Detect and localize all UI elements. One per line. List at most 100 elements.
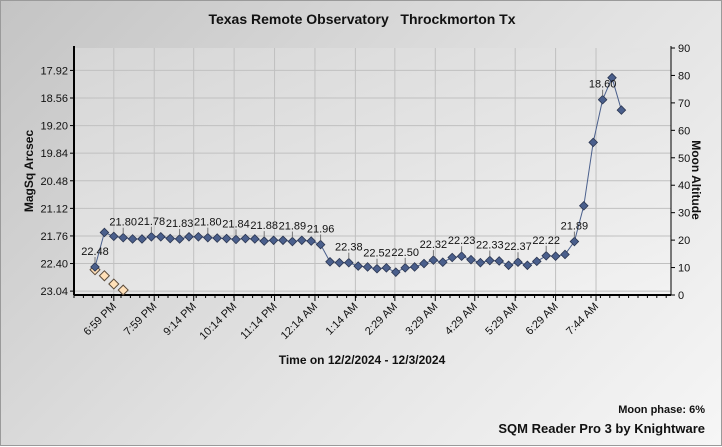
x-tick-label: 7:59 PM bbox=[122, 301, 159, 338]
sky-brightness-point bbox=[325, 256, 335, 267]
sky-brightness-point bbox=[607, 72, 617, 83]
data-label: 22.32 bbox=[420, 239, 448, 251]
sky-brightness-point bbox=[212, 233, 223, 243]
y-tick-label: 20.48 bbox=[40, 176, 68, 188]
credit-text: SQM Reader Pro 3 by Knightware bbox=[498, 421, 705, 436]
sky-brightness-point bbox=[99, 227, 110, 238]
sky-brightness-point bbox=[400, 263, 411, 273]
data-label: 22.23 bbox=[448, 235, 476, 247]
sky-brightness-point bbox=[409, 262, 420, 272]
data-label: 21.84 bbox=[222, 218, 250, 230]
data-label: 21.78 bbox=[138, 216, 166, 228]
sky-brightness-point bbox=[437, 257, 448, 268]
sky-brightness-point bbox=[231, 234, 241, 245]
x-tick-label: 6:29 AM bbox=[524, 301, 561, 338]
data-label: 21.80 bbox=[109, 217, 137, 229]
sky-brightness-point bbox=[560, 249, 570, 260]
sky-brightness-point bbox=[484, 255, 495, 266]
sky-brightness-point bbox=[240, 233, 251, 244]
sky-brightness-point bbox=[287, 236, 298, 247]
sky-brightness-point bbox=[118, 232, 129, 243]
sky-brightness-point bbox=[447, 252, 458, 263]
y2-tick-label: 50 bbox=[678, 153, 690, 165]
data-label: 21.83 bbox=[166, 218, 194, 230]
data-label: 21.89 bbox=[279, 221, 307, 233]
sky-brightness-point bbox=[456, 251, 467, 262]
chart-title: Texas Remote Observatory Throckmorton Tx bbox=[208, 11, 516, 27]
sky-brightness-point bbox=[372, 263, 382, 274]
x-tick-label: 2:29 AM bbox=[363, 301, 400, 338]
sky-brightness-point bbox=[174, 234, 185, 244]
y2-tick-label: 70 bbox=[678, 98, 690, 110]
sky-brightness-point bbox=[193, 231, 204, 242]
sky-brightness-point bbox=[249, 234, 260, 244]
y2-tick-label: 60 bbox=[678, 125, 690, 137]
y-tick-label: 22.40 bbox=[40, 259, 68, 271]
moon-altitude-point bbox=[98, 270, 111, 282]
sky-brightness-point bbox=[137, 234, 147, 244]
sky-brightness-point bbox=[362, 262, 373, 272]
y-tick-label: 21.12 bbox=[40, 203, 68, 215]
y-tick-label: 18.56 bbox=[40, 93, 68, 105]
x-tick-label: 4:29 AM bbox=[443, 301, 480, 338]
data-label: 22.48 bbox=[81, 246, 109, 258]
x-tick-label: 12:14 AM bbox=[279, 301, 320, 342]
x-axis-label: Time on 12/2/2024 - 12/3/2024 bbox=[278, 353, 446, 367]
y2-tick-label: 40 bbox=[678, 180, 690, 192]
y-tick-label: 23.04 bbox=[40, 286, 68, 298]
sky-brightness-point bbox=[221, 233, 232, 244]
sky-brightness-point bbox=[108, 231, 119, 242]
data-label: 21.88 bbox=[250, 220, 278, 232]
sky-brightness-point bbox=[268, 235, 279, 246]
sky-brightness-point bbox=[146, 231, 157, 242]
sky-brightness-point bbox=[127, 234, 138, 244]
sky-brightness-point bbox=[259, 236, 270, 246]
sky-brightness-point bbox=[315, 239, 326, 250]
y-tick-label: 19.20 bbox=[40, 121, 68, 133]
x-tick-label: 9:14 PM bbox=[161, 301, 198, 338]
sky-brightness-point bbox=[569, 236, 580, 247]
sky-brightness-point bbox=[428, 255, 439, 265]
y2-tick-label: 20 bbox=[678, 235, 690, 247]
sky-brightness-point bbox=[419, 258, 429, 269]
sky-brightness-point bbox=[343, 257, 354, 268]
sky-brightness-point bbox=[184, 231, 194, 242]
sky-brightness-point bbox=[278, 235, 288, 246]
moon-phase: Moon phase: 6% bbox=[618, 404, 705, 416]
data-label: 22.50 bbox=[391, 247, 419, 259]
plot-background bbox=[74, 48, 671, 295]
x-tick-label: 11:14 PM bbox=[238, 301, 279, 342]
sky-brightness-point bbox=[597, 94, 608, 105]
sky-brightness-point bbox=[475, 257, 486, 268]
sky-brightness-point bbox=[353, 261, 364, 271]
sky-brightness-point bbox=[202, 232, 213, 243]
sky-brightness-point bbox=[588, 137, 599, 148]
y-axis-label: MagSq Arcsec bbox=[22, 129, 36, 213]
y2-tick-label: 0 bbox=[678, 290, 684, 302]
data-label: 22.52 bbox=[363, 248, 391, 260]
y2-axis-label: Moon Altitude bbox=[689, 140, 703, 220]
y-tick-label: 17.92 bbox=[40, 65, 68, 77]
data-label: 22.22 bbox=[532, 235, 560, 247]
data-label: 22.37 bbox=[504, 241, 532, 253]
sky-brightness-point bbox=[334, 257, 345, 268]
sky-brightness-point bbox=[90, 262, 100, 272]
sky-brightness-point bbox=[503, 260, 514, 271]
sky-brightness-point bbox=[165, 233, 176, 244]
x-tick-label: 7:44 AM bbox=[564, 301, 601, 338]
y2-tick-label: 80 bbox=[678, 70, 690, 82]
sky-brightness-point bbox=[155, 231, 166, 242]
x-tick-label: 1:14 AM bbox=[323, 301, 360, 338]
sky-brightness-point bbox=[578, 200, 589, 211]
y-tick-label: 19.84 bbox=[40, 148, 68, 160]
data-label: 21.80 bbox=[194, 217, 222, 229]
sky-brightness-point bbox=[466, 254, 476, 265]
x-tick-label: 10:14 PM bbox=[197, 301, 239, 343]
sky-brightness-point bbox=[306, 236, 317, 246]
sky-brightness-point bbox=[494, 256, 505, 266]
sky-brightness-point bbox=[550, 251, 561, 262]
sky-brightness-point bbox=[541, 250, 552, 261]
sky-brightness-point bbox=[381, 263, 392, 273]
